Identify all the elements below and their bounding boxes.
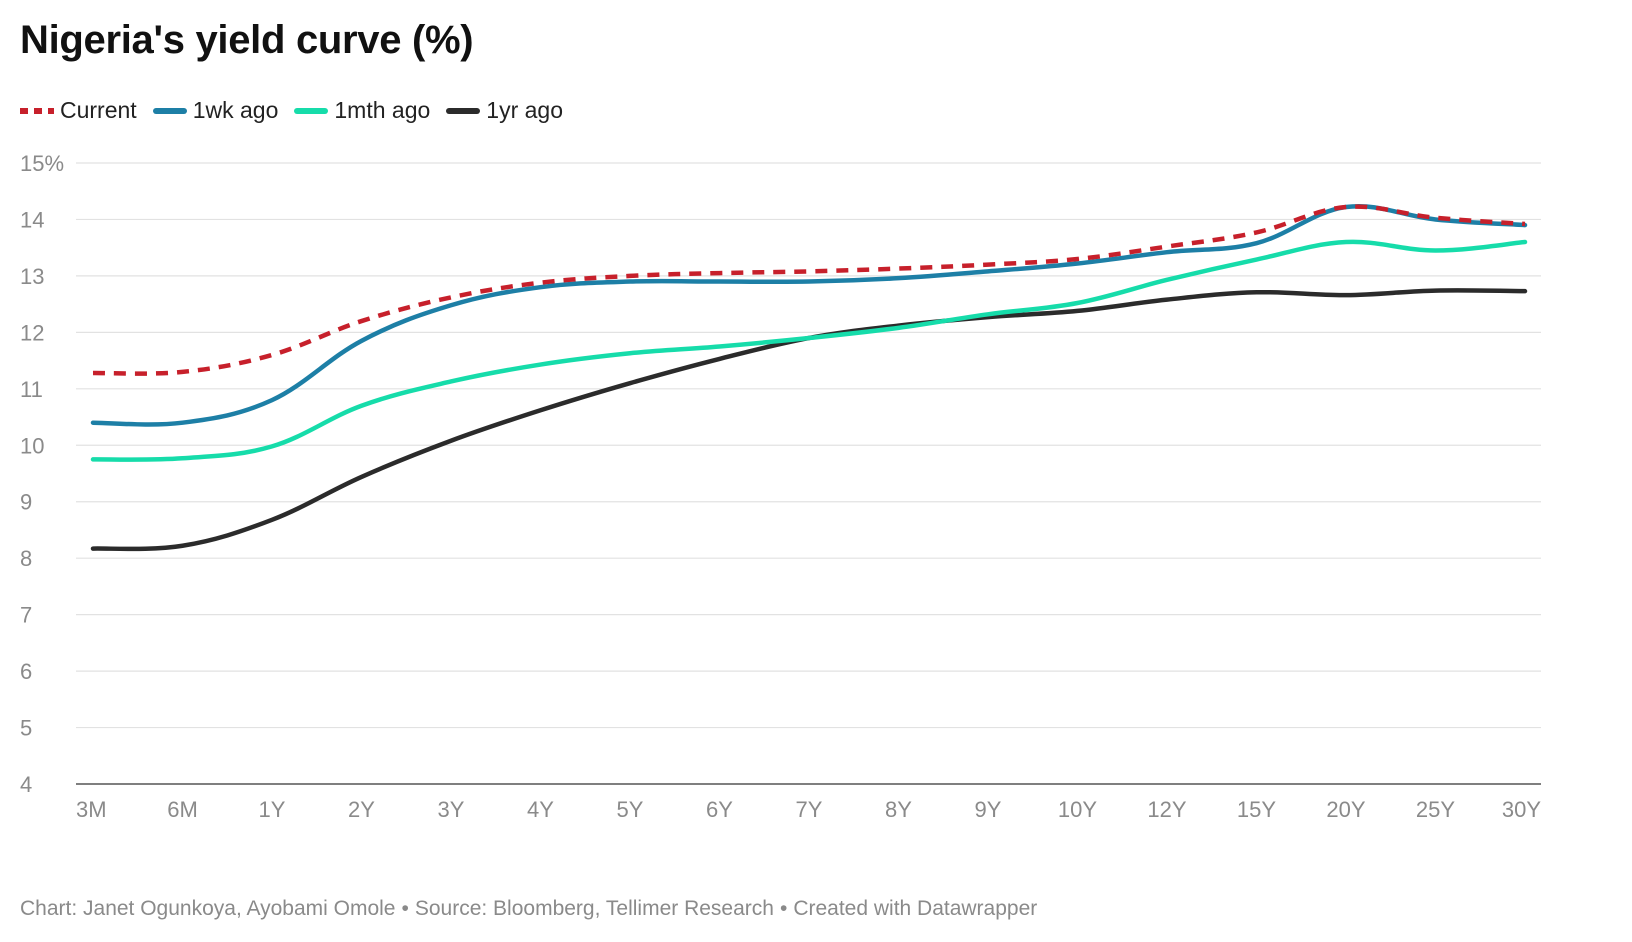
series-line-1wk-ago — [90, 204, 1528, 427]
x-tick-label: 12Y — [1147, 797, 1186, 822]
footer-source: Source: Bloomberg, Tellimer Research — [414, 897, 774, 920]
x-tick-label: 9Y — [975, 797, 1002, 822]
y-tick-label: 9 — [20, 490, 32, 515]
series-line-1mth-ago — [90, 239, 1528, 462]
x-tick-label: 5Y — [617, 797, 644, 822]
footer-separator: • — [401, 897, 409, 920]
legend-swatch — [294, 107, 329, 114]
footer-tool: Created with Datawrapper — [793, 897, 1038, 920]
series-lines — [90, 204, 1528, 552]
series-line-1yr-ago — [90, 288, 1528, 552]
footer-credits: Chart: Janet Ogunkoya, Ayobami Omole • Sou… — [20, 897, 1037, 921]
x-tick-label: 15Y — [1237, 797, 1276, 822]
gridlines — [76, 162, 1541, 785]
series-line-current — [92, 204, 1526, 376]
y-tick-label: 11 — [20, 377, 43, 402]
x-tick-label: 1Y — [259, 797, 286, 822]
x-tick-label: 20Y — [1326, 797, 1365, 822]
x-tick-label: 3M — [76, 797, 107, 822]
legend-label: 1yr ago — [486, 97, 563, 123]
y-tick-label: 6 — [20, 659, 32, 684]
x-tick-label: 7Y — [796, 797, 823, 822]
y-tick-label: 12 — [20, 320, 44, 345]
y-tick-label: 13 — [20, 264, 44, 289]
legend-swatch — [446, 107, 481, 114]
x-tick-label: 25Y — [1416, 797, 1455, 822]
legend-item: Current — [20, 97, 137, 124]
chart-title: Nigeria's yield curve (%) — [20, 18, 474, 62]
y-tick-label: 15% — [20, 151, 64, 176]
legend: Current 1wk ago 1mth ago 1yr ago — [20, 97, 579, 124]
line-chart: 4 5 6 7 8 9 10 11 12 13 14 15% 3M 6M 1Y 2Y 3Y 4Y 5Y 6Y 7Y 8Y… — [20, 151, 1541, 822]
x-tick-label: 4Y — [527, 797, 554, 822]
x-tick-label: 2Y — [348, 797, 375, 822]
x-tick-label: 8Y — [885, 797, 912, 822]
x-tick-label: 6Y — [706, 797, 733, 822]
footer-separator: • — [779, 897, 788, 920]
legend-swatch — [20, 107, 54, 114]
y-tick-label: 5 — [20, 716, 32, 741]
y-tick-label: 14 — [20, 207, 44, 232]
legend-swatch — [152, 107, 187, 114]
x-tick-label: 30Y — [1502, 797, 1541, 822]
legend-item: 1wk ago — [152, 97, 279, 124]
legend-label: 1mth ago — [334, 97, 431, 123]
x-tick-label: 3Y — [438, 797, 465, 822]
legend-label: 1wk ago — [192, 97, 279, 123]
x-axis-ticks: 3M 6M 1Y 2Y 3Y 4Y 5Y 6Y 7Y 8Y 9Y 10Y 12Y 15Y 20Y 25Y 30Y — [76, 797, 1541, 822]
legend-item: 1mth ago — [294, 97, 430, 124]
y-tick-label: 4 — [20, 772, 32, 797]
y-tick-label: 7 — [20, 603, 32, 628]
y-tick-label: 8 — [20, 546, 32, 571]
legend-label: Current — [60, 97, 137, 123]
y-tick-label: 10 — [20, 433, 44, 458]
legend-item: 1yr ago — [446, 97, 563, 124]
x-tick-label: 6M — [167, 797, 198, 822]
y-axis-ticks: 4 5 6 7 8 9 10 11 12 13 14 15% — [20, 151, 64, 797]
footer-credit: Chart: Janet Ogunkoya, Ayobami Omole — [20, 897, 396, 920]
x-tick-label: 10Y — [1058, 797, 1097, 822]
